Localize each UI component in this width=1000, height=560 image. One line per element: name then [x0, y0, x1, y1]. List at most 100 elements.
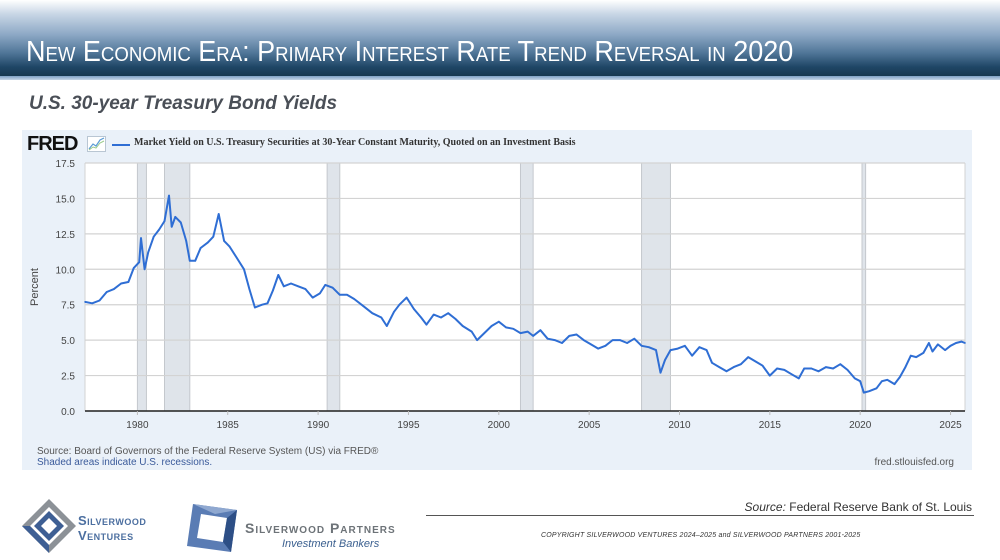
data-point: [140, 237, 142, 239]
x-tick-label: 2015: [759, 420, 782, 431]
data-point: [554, 339, 556, 341]
data-point: [189, 259, 191, 262]
data-point: [776, 367, 778, 370]
data-point: [604, 345, 607, 347]
data-point: [590, 343, 592, 346]
silverwood-partners-logo-text: Silverwood Partners: [245, 520, 396, 536]
data-point: [839, 363, 842, 366]
data-point: [633, 337, 636, 340]
data-point: [846, 369, 849, 371]
fred-url: fred.stlouisfed.org: [874, 457, 955, 468]
data-point: [212, 235, 215, 238]
data-point: [158, 228, 160, 231]
footer-source-label: Source:: [744, 500, 786, 514]
data-point: [398, 303, 401, 306]
data-point: [490, 325, 493, 327]
data-point: [512, 328, 515, 330]
data-point: [362, 305, 365, 307]
data-point: [217, 213, 220, 215]
data-point: [346, 293, 348, 296]
footer-divider: [426, 515, 974, 516]
data-point: [761, 364, 764, 367]
data-point: [803, 367, 805, 370]
x-tick-label: 1980: [126, 420, 149, 431]
data-point: [790, 373, 793, 375]
data-point: [568, 335, 571, 337]
x-tick-label: 1990: [307, 420, 330, 431]
data-point: [561, 342, 563, 344]
data-point: [380, 316, 383, 319]
data-point: [440, 316, 442, 319]
chart-plot: 0.0 2.5 5.0 7.5 10.0 12.5 15.0 17.5 1980 1985 1990…: [29, 159, 966, 431]
data-point: [886, 379, 889, 381]
data-point: [277, 274, 280, 276]
data-point: [113, 288, 115, 290]
x-tick-label: 2000: [488, 420, 511, 431]
data-point: [922, 352, 925, 354]
data-point: [825, 366, 827, 368]
data-point: [179, 221, 182, 224]
data-point: [626, 342, 628, 344]
data-point: [413, 308, 415, 310]
data-point: [170, 225, 173, 228]
y-tick-label: 7.5: [61, 301, 75, 312]
recession-band: [519, 162, 534, 412]
data-point: [432, 313, 435, 316]
page-title: New Economic Era: Primary Interest Rate …: [26, 36, 794, 68]
x-tick-label: 2020: [849, 420, 872, 431]
data-point: [863, 391, 865, 394]
data-point: [859, 380, 861, 383]
banner-stripe: [0, 76, 1000, 80]
data-point: [152, 235, 155, 238]
data-point: [447, 312, 450, 315]
x-tick-label: 2010: [668, 420, 691, 431]
data-point: [174, 216, 177, 218]
data-point: [290, 282, 292, 285]
data-point: [454, 318, 457, 320]
data-point: [832, 367, 834, 370]
data-point: [659, 371, 662, 374]
line-chart-icon: [87, 136, 106, 152]
data-point: [228, 245, 231, 248]
data-point: [915, 356, 918, 358]
data-point: [138, 261, 141, 263]
data-point: [853, 377, 856, 380]
data-point: [163, 220, 166, 222]
data-point: [655, 349, 657, 351]
data-point: [684, 345, 686, 347]
data-point: [597, 347, 599, 350]
data-point: [272, 289, 274, 292]
data-point: [497, 320, 500, 323]
data-point: [248, 288, 251, 290]
x-tick-label: 2025: [939, 420, 962, 431]
data-point: [371, 312, 374, 315]
data-point: [881, 380, 883, 383]
data-point: [810, 367, 813, 370]
data-point: [254, 306, 256, 309]
y-tick-label: 5.0: [61, 336, 75, 347]
data-point: [669, 349, 672, 351]
x-tick-label: 1995: [397, 420, 420, 431]
data-point: [909, 354, 912, 357]
data-point: [619, 339, 621, 341]
data-point: [955, 342, 957, 344]
data-point: [698, 346, 701, 349]
y-axis-label: Percent: [29, 268, 41, 306]
data-point: [261, 303, 263, 306]
data-point: [705, 349, 708, 351]
y-tick-label: 2.5: [61, 372, 75, 383]
fred-logo: FRED: [27, 133, 78, 155]
fred-source: Source: Board of Governors of the Federa…: [37, 446, 379, 457]
data-point: [338, 293, 341, 296]
data-point: [949, 345, 952, 347]
data-point: [740, 363, 742, 366]
data-point: [282, 285, 285, 288]
data-point: [691, 354, 693, 357]
data-point: [676, 347, 679, 350]
data-point: [324, 284, 327, 286]
logo1-line2: Ventures: [78, 528, 134, 543]
data-point: [582, 339, 585, 341]
data-point: [120, 282, 122, 285]
data-point: [223, 240, 225, 242]
y-tick-label: 12.5: [56, 230, 76, 241]
